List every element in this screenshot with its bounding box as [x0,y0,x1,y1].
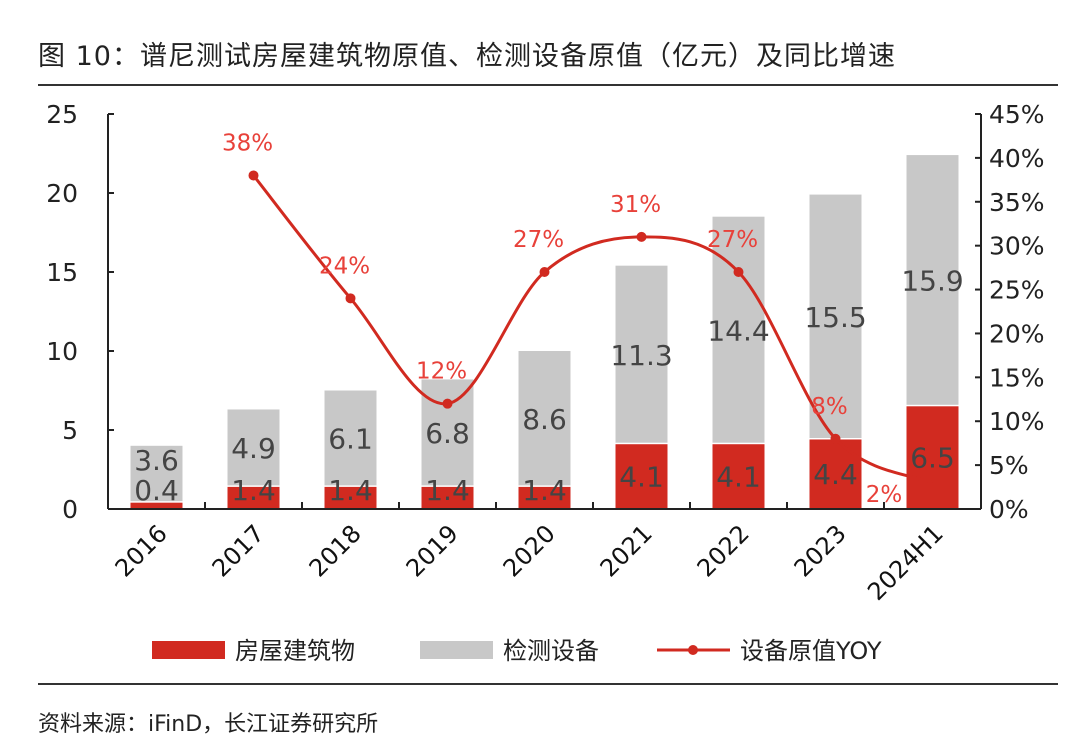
yoy-line [252,174,934,485]
building-value-label: 4.4 [813,458,858,491]
bar-building [906,406,959,509]
left-tick-label: 15 [46,258,78,287]
right-tick-label: 20% [989,319,1045,348]
equipment-value-label: 15.5 [804,301,866,334]
bar-building [324,486,377,509]
chart-title: 图 10：谱尼测试房屋建筑物原值、检测设备原值（亿元）及同比增速 [38,41,896,72]
equipment-value-label: 3.6 [134,444,179,477]
bar-building [227,486,280,509]
bar-equipment [809,194,862,438]
right-tick-label: 40% [989,144,1045,173]
x-tick-label: 2016 [110,519,173,582]
x-tick-label: 2021 [595,519,658,582]
right-tick-label: 10% [989,407,1045,436]
equipment-value-label: 6.1 [328,423,373,456]
right-tick-label: 5% [989,451,1029,480]
bar-equipment [227,409,280,486]
x-tick-label: 2022 [692,519,755,582]
yoy-point [733,267,744,277]
right-tick-label: 25% [989,276,1045,305]
x-tick-label: 2018 [304,519,367,582]
legend-label-equipment: 检测设备 [503,637,599,665]
yoy-value-label: 27% [707,227,758,253]
bar-building [421,486,474,509]
yoy-point [539,267,550,277]
building-value-label: 1.4 [231,474,276,507]
legend-swatch-equipment [420,641,493,659]
equipment-value-label: 6.8 [425,417,470,450]
bar-building [712,444,765,509]
equipment-value-label: 8.6 [522,403,567,436]
equipment-value-label: 11.3 [610,339,672,372]
yoy-point [345,293,356,304]
yoy-point [248,170,259,181]
equipment-value-label: 4.9 [231,432,276,465]
equipment-value-label: 15.9 [901,265,963,298]
x-tick-label: 2023 [789,519,852,582]
yoy-value-label: 27% [513,227,564,253]
yoy-point [442,398,453,409]
source-note: 资料来源：iFinD，长江证券研究所 [38,712,379,737]
bar-building [615,444,668,509]
right-tick-label: 15% [989,363,1045,392]
bar-equipment [712,216,765,443]
yoy-point [830,433,841,444]
x-tick-label: 2019 [401,519,464,582]
left-tick-label: 10 [46,337,78,366]
bar-building [809,439,862,509]
left-tick-label: 25 [46,100,78,129]
x-tick-label: 2017 [207,519,270,582]
left-tick-label: 5 [62,416,78,445]
right-tick-label: 0% [989,495,1029,524]
legend-label-building: 房屋建筑物 [235,637,355,665]
legend-marker-yoy [688,645,698,655]
left-tick-label: 20 [46,179,78,208]
bar-equipment [615,265,668,443]
equipment-value-label: 14.4 [707,314,769,347]
yoy-value-label: 31% [610,192,661,218]
yoy-value-label: 12% [416,359,467,385]
right-tick-label: 45% [989,100,1045,129]
yoy-value-label: 38% [222,130,273,156]
building-value-label: 4.1 [619,461,664,494]
building-value-label: 4.1 [716,461,761,494]
bar-equipment [906,155,959,405]
footer-divider [38,683,1058,685]
building-value-label: 1.4 [328,474,373,507]
title-divider [38,84,1058,86]
yoy-value-label: 2% [866,482,903,508]
bar-equipment [130,445,183,502]
building-value-label: 1.4 [425,474,470,507]
bar-equipment [324,390,377,486]
x-tick-label: 2024H1 [862,519,949,606]
bar-building [518,486,571,509]
right-tick-label: 30% [989,232,1045,261]
legend-label-yoy: 设备原值YOY [740,637,882,665]
yoy-value-label: 24% [319,253,370,279]
yoy-point [636,231,647,242]
bar-building [130,502,183,509]
building-value-label: 0.4 [134,474,179,507]
yoy-value-label: 8% [811,394,848,420]
building-value-label: 6.5 [910,442,955,475]
x-tick-label: 2020 [498,519,561,582]
right-tick-label: 35% [989,188,1045,217]
legend-swatch-building [152,641,225,659]
left-tick-label: 0 [62,495,78,524]
bar-equipment [518,351,571,486]
building-value-label: 1.4 [522,474,567,507]
bar-equipment [421,379,474,486]
chart: 0 5 10 15 20 25 0% 5% 10% 15% 20% 25% 30% 35% 40% 45% 20… [46,100,1045,665]
